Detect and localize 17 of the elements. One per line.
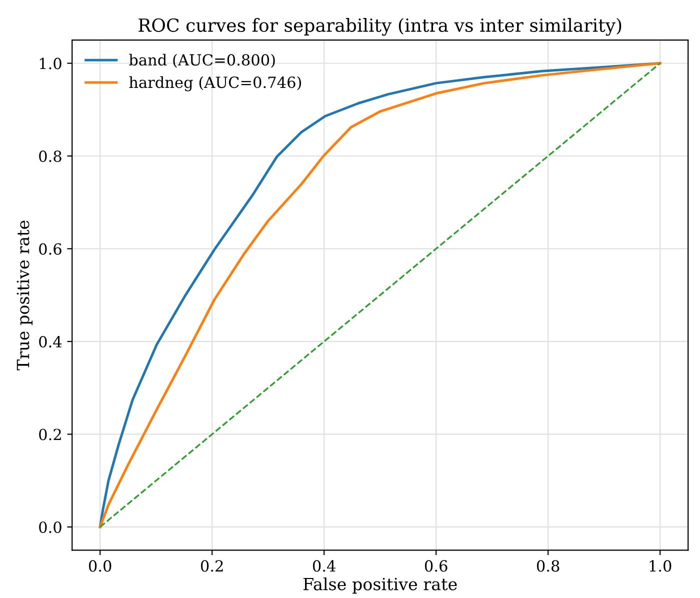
y-tick-label: 0.8 [39,150,62,162]
y-axis-title: True positive rate [16,220,33,370]
x-tick-label: 0.0 [88,560,112,572]
x-axis-title: False positive rate [303,577,457,594]
chart-title: ROC curves for separability (intra vs inter similarity) [138,18,622,36]
y-tick-label: 0.2 [39,428,61,440]
x-tick-label: 0.8 [536,560,560,572]
y-tick-label: 0.6 [39,243,62,255]
legend-label: hardneg (AUC=0.746) [129,76,302,92]
x-tick-label: 0.2 [200,560,223,572]
y-tick-label: 0.4 [39,336,62,348]
x-tick-label: 0.4 [312,560,336,572]
y-tick-label: 0.0 [39,521,62,533]
x-tick-label: 1.0 [650,560,672,572]
legend-label: band (AUC=0.800) [129,54,275,68]
y-tick-label: 1.0 [40,58,62,70]
x-tick-label: 0.6 [424,560,448,572]
